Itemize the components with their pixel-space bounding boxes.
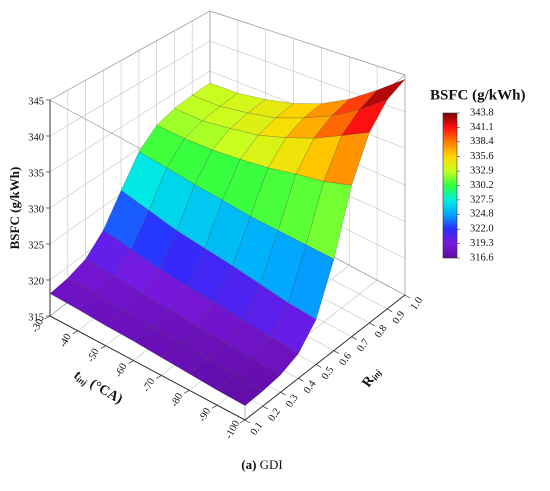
y-tick-label: 0.5 xyxy=(320,365,337,382)
y-axis xyxy=(244,294,406,421)
y-tick-label: 0.3 xyxy=(284,393,301,410)
colorbar xyxy=(442,112,458,259)
z-tick-label: 345 xyxy=(28,96,44,107)
y-tick xyxy=(351,336,357,340)
caption-label: (a) xyxy=(241,457,256,472)
y-tick-label: 0.7 xyxy=(355,337,372,354)
x-label-unit: (°CA) xyxy=(87,377,125,408)
x-tick-label: -80 xyxy=(169,391,185,409)
y-tick-label: 1.0 xyxy=(409,295,426,312)
z-tick-label: 340 xyxy=(28,132,44,143)
surface-cell xyxy=(323,132,370,186)
caption-text: GDI xyxy=(260,457,283,472)
z-axis-label: BSFC (g/kWh) xyxy=(7,167,22,250)
surface-cell xyxy=(305,181,352,260)
y-tick xyxy=(315,364,322,368)
y-tick xyxy=(262,405,268,410)
y-tick-label: 0.8 xyxy=(373,323,390,340)
colorbar-tick-label: 330.2 xyxy=(470,180,494,191)
colorbar-tick-label: 322.0 xyxy=(470,224,494,235)
z-tick-label: 320 xyxy=(28,276,44,287)
y-tick-label: 0.1 xyxy=(249,420,266,437)
y-tick-label: 0.2 xyxy=(266,407,283,424)
y-tick xyxy=(244,419,251,424)
z-tick-label: 330 xyxy=(28,204,44,215)
surface-cell xyxy=(287,244,335,320)
colorbar-tick-label: 319.3 xyxy=(470,238,494,249)
x-tick-label: -100 xyxy=(224,419,243,441)
x-tick-label: -40 xyxy=(58,332,74,350)
colorbar-title: BSFC (g/kWh) xyxy=(430,87,525,103)
colorbar-tick-label: 324.8 xyxy=(470,209,494,220)
x-tick xyxy=(72,330,79,335)
x-tick-label: -50 xyxy=(85,347,101,365)
x-tick xyxy=(44,315,51,320)
y-tick-label: 0.4 xyxy=(302,378,319,396)
surface xyxy=(49,79,406,406)
y-axis-label: Rinj xyxy=(360,365,384,391)
z-tick-label: 335 xyxy=(28,168,44,179)
x-tick xyxy=(184,389,190,394)
y-tick-label: 0.6 xyxy=(338,351,355,368)
x-label-symbol: t xyxy=(71,368,83,383)
y-tick-label: 0.9 xyxy=(391,309,408,326)
x-tick xyxy=(239,419,246,424)
x-tick xyxy=(128,360,134,364)
x-axis xyxy=(49,315,246,421)
colorbar-tick-label: 338.4 xyxy=(470,136,494,147)
y-tick xyxy=(404,294,411,299)
y-tick xyxy=(387,308,393,313)
colorbar-tick-label: 335.6 xyxy=(470,151,494,162)
x-tick-label: -90 xyxy=(197,406,213,424)
x-tick xyxy=(156,375,162,379)
colorbar-tick-label: 327.5 xyxy=(470,194,494,205)
y-tick xyxy=(369,322,375,327)
colorbar-tick-label: 341.1 xyxy=(470,122,494,133)
colorbar-tick-label: 316.6 xyxy=(470,252,494,263)
surface-cell xyxy=(341,99,388,136)
x-tick xyxy=(211,404,218,409)
y-tick xyxy=(280,391,286,396)
x-tick-label: -70 xyxy=(141,377,157,395)
x-tick-label: -60 xyxy=(113,362,129,380)
x-tick xyxy=(100,345,106,350)
box-edge xyxy=(49,10,211,101)
y-tick xyxy=(298,378,304,382)
box-edge xyxy=(209,10,406,76)
colorbar-tick-label: 343.8 xyxy=(470,107,494,118)
y-tick xyxy=(333,350,340,354)
z-tick-label: 325 xyxy=(28,240,44,251)
surface-cell xyxy=(270,302,317,355)
colorbar-tick-label: 332.9 xyxy=(470,166,494,177)
z-tick-label: 315 xyxy=(28,312,44,323)
caption: (a) GDI xyxy=(241,457,283,472)
surface-cell xyxy=(216,374,264,406)
